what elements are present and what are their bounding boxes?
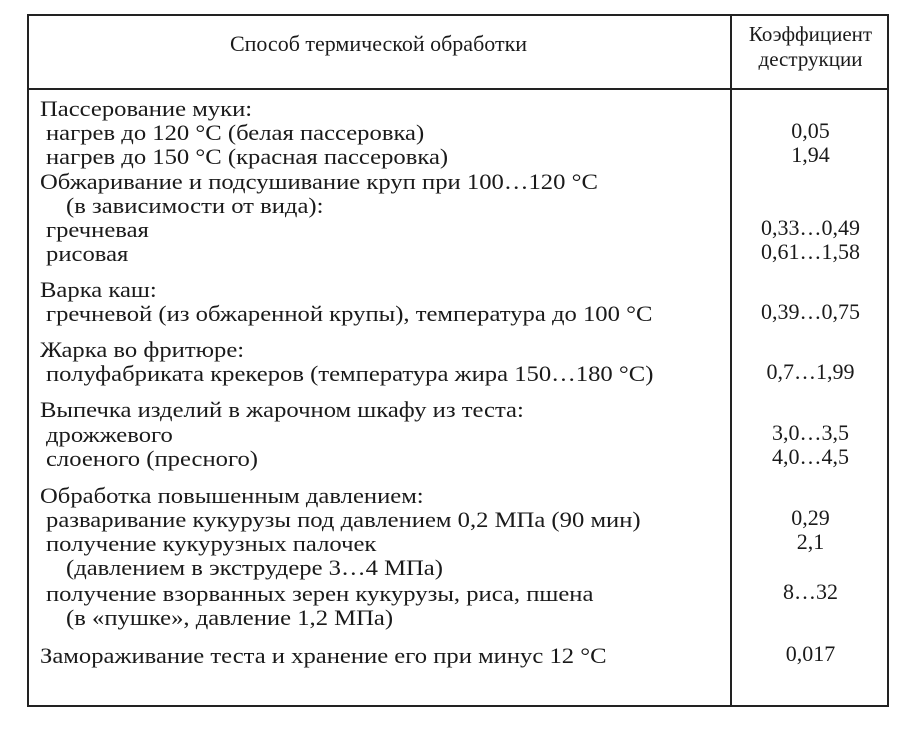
row-label: гречневой (из обжаренной крупы), темпера… bbox=[46, 301, 653, 326]
header-method: Способ термической обработки bbox=[229, 31, 528, 56]
row-label: разваривание кукурузы под давлением 0,2 … bbox=[46, 507, 641, 532]
header-divider bbox=[27, 88, 889, 90]
row-label: нагрев до 120 °C (белая пассеровка) bbox=[46, 120, 425, 145]
row-value: 3,0…3,5 bbox=[772, 420, 849, 445]
row-label: Варка каш: bbox=[40, 277, 157, 302]
row-label: Обработка повышенным давлением: bbox=[40, 483, 424, 508]
row-value: 1,94 bbox=[791, 142, 830, 167]
row-label: полуфабриката крекеров (температура жира… bbox=[46, 361, 654, 386]
row-label: (в зависимости от вида): bbox=[66, 193, 324, 218]
row-label: рисовая bbox=[46, 241, 129, 266]
row-value: 4,0…4,5 bbox=[772, 444, 849, 469]
row-value: 0,33…0,49 bbox=[761, 215, 860, 240]
row-value: 0,017 bbox=[785, 641, 836, 666]
row-value: 8…32 bbox=[783, 579, 838, 604]
table-frame bbox=[27, 14, 889, 707]
row-value: 0,7…1,99 bbox=[766, 359, 855, 384]
column-divider bbox=[730, 14, 732, 707]
row-value: 0,05 bbox=[791, 118, 830, 143]
row-label: (давлением в экструдере 3…4 МПа) bbox=[66, 555, 443, 580]
row-label: Замораживание теста и хранение его при м… bbox=[40, 643, 607, 668]
row-label: дрожжевого bbox=[46, 422, 173, 447]
row-value: 0,61…1,58 bbox=[761, 239, 860, 264]
row-label: нагрев до 150 °C (красная пассеровка) bbox=[46, 144, 449, 169]
row-value: 0,39…0,75 bbox=[761, 299, 860, 324]
row-label: Обжаривание и подсушивание круп при 100…… bbox=[40, 169, 598, 194]
row-label: получение взорванных зерен кукурузы, рис… bbox=[46, 581, 594, 606]
row-value: 2,1 bbox=[796, 529, 825, 554]
row-value: 0,29 bbox=[791, 505, 830, 530]
row-label: гречневая bbox=[46, 217, 149, 242]
row-label: (в «пушке», давление 1,2 МПа) bbox=[66, 605, 394, 630]
row-label: Жарка во фритюре: bbox=[40, 337, 245, 362]
row-label: получение кукурузных палочек bbox=[46, 531, 377, 556]
row-label: слоеного (пресного) bbox=[46, 446, 258, 471]
row-label: Выпечка изделий в жарочном шкафу из тест… bbox=[40, 397, 524, 422]
row-label: Пассерование муки: bbox=[40, 96, 253, 121]
header-coefficient: Коэффициент деструкции bbox=[748, 22, 873, 71]
